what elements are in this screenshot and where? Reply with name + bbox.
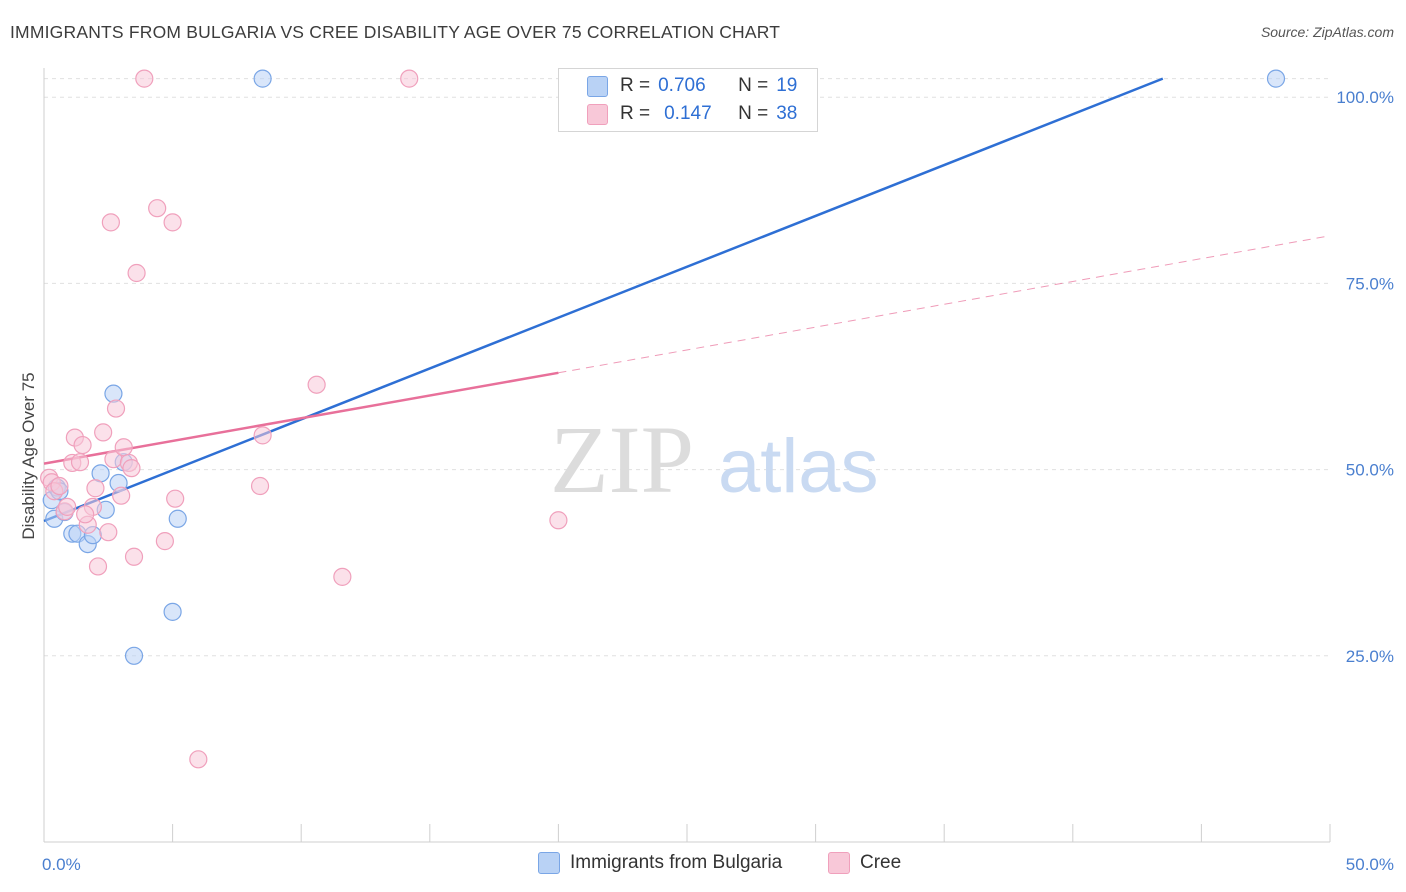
point-cree — [76, 505, 95, 524]
point-cree — [127, 263, 146, 283]
legend-r-label: R = — [620, 103, 651, 124]
y-tick-label: 50.0% — [1346, 461, 1394, 480]
legend-swatch-pink — [828, 852, 850, 874]
trendline-bulgaria — [43, 77, 1164, 523]
point-cree — [124, 547, 144, 566]
point-bulgaria — [104, 384, 123, 403]
x-tick-label: 50.0% — [1346, 855, 1394, 874]
y-tick-label: 25.0% — [1346, 647, 1394, 666]
point-cree — [122, 459, 141, 478]
point-cree — [307, 375, 326, 394]
point-cree — [112, 486, 131, 505]
legend-item-cree[interactable]: Cree — [828, 852, 901, 874]
legend-swatch-blue — [538, 852, 560, 874]
point-cree — [114, 438, 133, 457]
point-cree — [135, 69, 154, 88]
legend-n-label: N = — [738, 75, 769, 96]
point-bulgaria — [1266, 69, 1286, 88]
point-cree — [88, 557, 108, 576]
legend-n-value: 19 — [776, 75, 798, 96]
point-cree — [50, 476, 69, 496]
data-points — [40, 69, 1286, 769]
tick-labels: 25.0% 50.0% 75.0% 100.0% 0.0% 50.0% — [42, 88, 1394, 874]
point-cree — [58, 497, 77, 516]
legend-n-value: 38 — [776, 103, 798, 124]
legend-label-bulgaria: Immigrants from Bulgaria — [570, 852, 783, 873]
axes — [43, 68, 1331, 843]
watermark-zip: ZIP — [550, 406, 694, 513]
point-bulgaria — [163, 602, 182, 621]
legend-item-bulgaria[interactable]: Immigrants from Bulgaria — [538, 852, 782, 874]
trendline-cree-extension — [558, 235, 1331, 374]
legend-r-label: R = — [620, 75, 651, 96]
legend-label-cree: Cree — [860, 852, 902, 873]
point-cree — [86, 479, 105, 498]
point-cree — [166, 489, 185, 508]
point-cree — [70, 453, 90, 472]
point-cree — [101, 213, 120, 232]
point-cree — [253, 426, 272, 445]
point-cree — [549, 511, 568, 530]
legend-swatch-pink — [587, 103, 608, 125]
point-cree — [99, 523, 118, 542]
legend-row-cree: R = 0.147 N = 38 — [559, 100, 797, 128]
point-cree — [155, 532, 174, 551]
y-tick-label: 75.0% — [1346, 274, 1394, 293]
point-cree — [106, 399, 126, 418]
point-cree — [189, 750, 208, 769]
y-axis-label: Disability Age Over 75 — [19, 372, 38, 539]
point-bulgaria — [124, 646, 144, 665]
point-cree — [400, 69, 419, 88]
point-cree — [250, 476, 270, 496]
chart-title: IMMIGRANTS FROM BULGARIA VS CREE DISABIL… — [10, 22, 781, 42]
y-tick-label: 100.0% — [1336, 88, 1394, 107]
point-cree — [73, 435, 92, 455]
source-label: Source: ZipAtlas.com — [1260, 24, 1394, 40]
grid-lines — [44, 78, 1330, 657]
legend-r-value: 0.147 — [664, 103, 712, 124]
point-cree — [333, 567, 352, 586]
legend-row-bulgaria: R = 0.706 N = 19 — [559, 72, 797, 100]
x-tick-label: 0.0% — [42, 855, 81, 874]
point-cree — [148, 199, 167, 218]
point-cree — [94, 423, 113, 442]
stats-legend: R = 0.706 N = 19 R = 0.147 N = 38 — [558, 68, 818, 132]
point-bulgaria — [253, 69, 272, 88]
legend-n-label: N = — [738, 103, 769, 124]
legend-swatch-blue — [587, 75, 608, 97]
legend-r-value: 0.706 — [658, 75, 706, 96]
watermark-atlas: atlas — [718, 424, 879, 509]
point-bulgaria — [168, 509, 187, 528]
series-legend: Immigrants from Bulgaria Cree — [0, 852, 1406, 878]
point-cree — [163, 213, 182, 232]
